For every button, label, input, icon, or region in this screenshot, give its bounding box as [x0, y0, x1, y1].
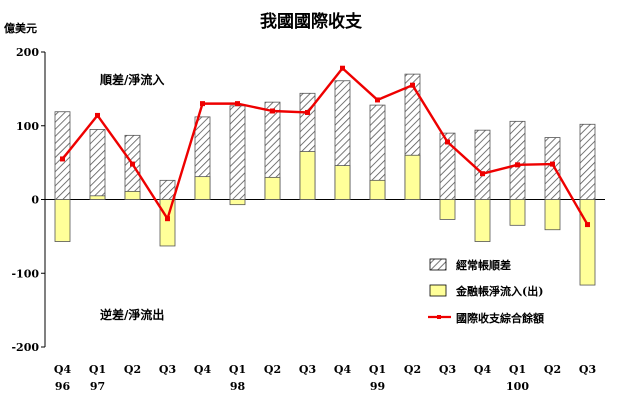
point-overall-balance	[235, 101, 240, 107]
bar-current-account	[229, 105, 246, 200]
bar-current-account	[474, 129, 491, 200]
bar-financial-account	[369, 179, 386, 200]
x-tick-label: Q1	[89, 363, 106, 376]
bar-current-account	[509, 120, 526, 200]
legend-swatch-current-account	[429, 258, 447, 271]
x-tick-label: Q2	[544, 363, 561, 376]
bar-current-account	[159, 179, 176, 200]
point-overall-balance	[340, 65, 345, 71]
legend-marker-overall-balance	[437, 315, 441, 319]
point-overall-balance	[60, 156, 65, 162]
legend-label-financial-account: 金融帳淨流入(出)	[455, 284, 543, 298]
point-overall-balance	[375, 97, 380, 103]
bar-financial-account	[474, 199, 491, 242]
surplus-annotation: 順差/淨流入	[99, 72, 164, 87]
bar-current-account	[579, 123, 596, 200]
x-tick-label: Q3	[579, 363, 596, 376]
point-overall-balance	[445, 139, 450, 145]
line-overall-balance	[61, 67, 589, 226]
bar-financial-account	[124, 190, 141, 200]
bar-financial-account	[404, 154, 421, 200]
x-axis: Q4 96 Q1 97 Q2 Q3 Q4 Q1 98 Q2 Q3 Q4 Q1 99 Q2 Q3 Q4 Q1 100 Q…	[54, 363, 596, 393]
x-tick-label: Q4	[474, 363, 492, 376]
point-overall-balance	[165, 216, 170, 222]
point-overall-balance	[305, 109, 310, 115]
x-year-label: 99	[370, 380, 385, 393]
bar-financial-account	[509, 199, 526, 226]
point-overall-balance	[480, 171, 485, 177]
x-tick-label: Q2	[264, 363, 281, 376]
y-tick-label: -200	[11, 341, 39, 354]
bar-financial-account	[579, 199, 596, 286]
x-year-label: 96	[55, 380, 71, 393]
x-tick-label: Q4	[334, 363, 352, 376]
bar-current-account	[124, 134, 141, 200]
bar-financial-account	[334, 165, 351, 200]
point-overall-balance	[550, 161, 555, 167]
x-tick-label: Q3	[299, 363, 316, 376]
x-tick-label: Q1	[369, 363, 386, 376]
y-axis: 200 100 0 -100 -200	[11, 46, 46, 354]
x-tick-label: Q2	[124, 363, 141, 376]
point-overall-balance	[95, 112, 100, 118]
x-tick-label: Q3	[159, 363, 176, 376]
bar-financial-account	[194, 176, 211, 200]
bar-financial-account	[439, 199, 456, 220]
y-tick-label: 200	[16, 46, 39, 59]
x-year-label: 97	[90, 380, 105, 393]
legend-label-overall-balance: 國際收支綜合餘額	[456, 311, 544, 325]
bar-current-account	[544, 137, 561, 200]
bar-financial-account	[229, 199, 246, 206]
point-overall-balance	[200, 101, 205, 107]
x-tick-label: Q1	[229, 363, 246, 376]
bar-financial-account	[159, 199, 176, 247]
bar-financial-account	[299, 151, 316, 200]
legend-label-current-account: 經常帳順差	[456, 258, 511, 272]
bar-financial-account	[54, 199, 71, 242]
y-tick-label: 100	[16, 120, 39, 133]
x-year-label: 98	[230, 380, 246, 393]
bar-financial-account	[264, 176, 281, 200]
y-tick-label: -100	[11, 267, 39, 280]
legend-swatch-financial-account	[429, 284, 447, 297]
bar-current-account	[54, 111, 71, 200]
x-tick-label: Q3	[439, 363, 456, 376]
y-tick-label: 0	[31, 194, 39, 207]
point-overall-balance	[410, 82, 415, 88]
deficit-annotation: 逆差/淨流出	[100, 307, 164, 322]
x-tick-label: Q1	[509, 363, 526, 376]
point-overall-balance	[130, 161, 135, 167]
x-tick-label: Q4	[54, 363, 72, 376]
bar-financial-account	[89, 195, 106, 200]
legend: 經常帳順差 金融帳淨流入(出) 國際收支綜合餘額	[428, 258, 544, 325]
plot-area	[45, 65, 605, 286]
x-year-label: 100	[506, 380, 529, 393]
chart-title: 我國國際收支	[260, 11, 363, 32]
x-tick-label: Q4	[194, 363, 212, 376]
unit-label: 億美元	[4, 21, 37, 35]
point-overall-balance	[585, 222, 590, 228]
point-overall-balance	[270, 108, 275, 114]
bar-current-account	[89, 129, 106, 200]
point-overall-balance	[515, 162, 520, 168]
x-tick-label: Q2	[404, 363, 421, 376]
bar-financial-account	[544, 199, 561, 231]
